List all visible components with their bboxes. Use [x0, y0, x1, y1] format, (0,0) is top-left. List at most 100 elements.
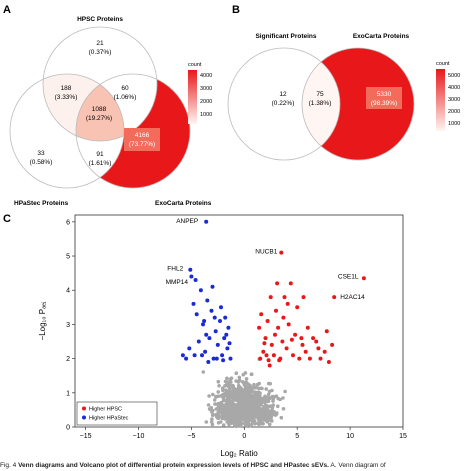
non-significant-point — [225, 420, 229, 424]
non-significant-point — [217, 384, 221, 388]
significant-point — [198, 288, 203, 293]
non-significant-point — [221, 398, 226, 403]
significant-point — [301, 295, 306, 300]
non-significant-point — [234, 371, 239, 376]
non-significant-point — [257, 417, 261, 422]
significant-point — [289, 337, 294, 342]
non-significant-point — [246, 413, 251, 417]
significant-point — [288, 281, 293, 286]
non-significant-point — [207, 407, 212, 411]
non-significant-point — [221, 388, 225, 393]
significant-point — [200, 353, 204, 358]
venn-a-set-exocarta: ExoCarta Proteins — [155, 200, 212, 207]
significant-points — [180, 274, 335, 368]
significant-point — [227, 341, 232, 346]
significant-point — [210, 284, 215, 289]
significant-point — [209, 308, 214, 313]
non-significant-point — [261, 418, 266, 422]
significant-point — [307, 356, 312, 361]
non-significant-point — [234, 404, 239, 408]
caption-title: Venn diagrams and Volcano plot of differ… — [18, 462, 329, 469]
region-percent: (0.58%) — [30, 159, 53, 166]
significant-point — [225, 346, 230, 351]
non-significant-point — [257, 409, 262, 413]
non-significant-point — [212, 398, 217, 402]
venn-a-hpsc-outline — [42, 26, 158, 142]
x-tick-label: 0 — [242, 433, 246, 440]
non-significant-point — [240, 393, 244, 398]
non-significant-point — [234, 409, 238, 414]
non-significant-point — [213, 402, 217, 406]
venn-b-set-exocarta: ExoCarta Proteins — [353, 33, 410, 40]
non-significant-point — [248, 385, 253, 390]
significant-point — [214, 356, 219, 361]
non-significant-point — [270, 394, 275, 399]
non-significant-point — [211, 392, 215, 397]
significant-point — [180, 353, 185, 358]
non-significant-point — [240, 380, 245, 384]
region-percent: (3.33%) — [55, 94, 78, 101]
non-significant-point — [217, 405, 222, 409]
region-count: 21 — [96, 40, 104, 47]
legend-tick: 4000 — [448, 85, 460, 91]
panel-label-c: C — [3, 213, 11, 225]
non-significant-point — [253, 412, 258, 417]
significant-point — [316, 346, 321, 351]
non-significant-point — [228, 377, 232, 382]
y-tick-label: 1 — [66, 390, 70, 397]
non-significant-point — [253, 421, 257, 426]
non-significant-point — [242, 383, 247, 387]
venn-a-region-hpsc-exocarta: 60 (1.06%) — [114, 85, 137, 101]
significant-point — [297, 356, 302, 361]
non-significant-point — [268, 412, 272, 417]
non-significant-point — [234, 424, 238, 429]
non-significant-point — [271, 399, 275, 403]
region-percent: (73.77%) — [129, 141, 155, 148]
significant-point — [271, 353, 276, 358]
non-significant-point — [263, 404, 268, 409]
region-percent: (1.06%) — [114, 94, 137, 101]
non-significant-point — [237, 375, 242, 380]
non-significant-point — [225, 399, 230, 403]
significant-point — [266, 358, 271, 363]
venn-b-legend: count 5000 4000 3000 2000 1000 — [436, 61, 460, 131]
venn-b-exocarta-outline — [301, 47, 415, 161]
non-significant-point — [231, 384, 235, 388]
non-significant-point — [250, 400, 255, 405]
non-significant-point — [248, 406, 252, 411]
non-significant-point — [250, 416, 255, 421]
significant-point — [202, 319, 207, 323]
non-significant-point — [243, 371, 248, 375]
venn-b-significant-outline — [227, 47, 341, 161]
non-significant-point — [236, 401, 241, 406]
region-percent: (1.38%) — [309, 100, 332, 107]
significant-point — [192, 353, 197, 358]
non-significant-point — [259, 386, 264, 391]
x-axis-ticks: −15 −10 −5 0 5 10 15 — [80, 427, 407, 440]
non-significant-point — [255, 382, 260, 387]
x-tick-label: 10 — [346, 433, 354, 440]
significant-point — [293, 332, 298, 337]
point-label: H2AC14 — [340, 294, 365, 301]
non-significant-point — [238, 386, 242, 390]
region-count: 4166 — [135, 132, 150, 139]
venn-a-region-hpastec-exocarta: 91 (1.61%) — [89, 151, 112, 167]
non-significant-point — [276, 404, 280, 409]
legend-label-hpsc: Higher HPSC — [89, 407, 122, 413]
significant-point — [269, 342, 274, 347]
non-significant-point — [216, 379, 221, 384]
non-significant-point — [222, 407, 226, 411]
x-tick-label: −15 — [80, 433, 92, 440]
venn-a-region-hpsc-only: 21 (0.37%) — [89, 40, 112, 56]
region-count: 91 — [96, 151, 104, 158]
non-significant-point — [243, 422, 248, 427]
significant-point — [189, 274, 194, 279]
significant-point — [194, 312, 199, 317]
significant-point — [276, 325, 281, 330]
significant-point — [206, 360, 211, 364]
point-label: NUCB1 — [255, 249, 277, 256]
non-significant-point — [237, 378, 242, 382]
non-significant-point — [228, 401, 232, 405]
venn-b-overlap-region — [302, 48, 340, 160]
